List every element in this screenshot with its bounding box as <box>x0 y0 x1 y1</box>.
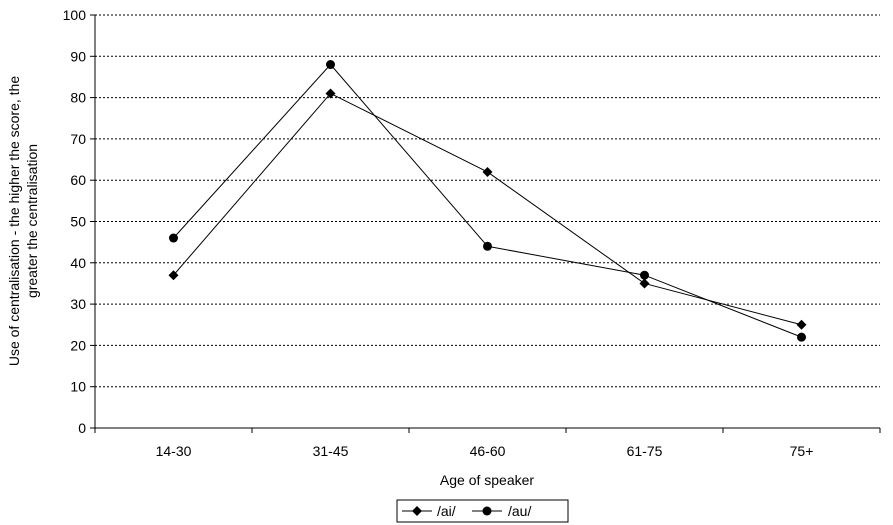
data-point-diamond <box>482 166 493 177</box>
data-point-diamond <box>639 278 650 289</box>
legend-label-ai: /ai/ <box>437 503 456 519</box>
data-point-diamond <box>325 88 336 99</box>
y-tick-label: 20 <box>70 337 86 353</box>
data-point-circle <box>483 241 492 251</box>
legend-item-ai: /ai/ <box>402 503 456 519</box>
y-tick-label: 0 <box>78 420 86 436</box>
series-0 <box>168 88 807 330</box>
data-point-circle <box>797 332 806 342</box>
y-tick-label: 60 <box>70 172 86 188</box>
y-tick-label: 80 <box>70 90 86 106</box>
data-point-diamond <box>168 270 179 281</box>
data-point-circle <box>169 233 178 243</box>
x-tick-label: 31-45 <box>313 443 349 459</box>
y-axis-title-line-1: Use of centralisation - the higher the s… <box>6 76 22 366</box>
y-axis-title: Use of centralisation - the higher the s… <box>6 76 40 366</box>
legend-item-au: /au/ <box>472 503 531 519</box>
data-point-diamond <box>796 319 807 330</box>
y-tick-label: 30 <box>70 296 86 312</box>
x-tick-label: 14-30 <box>156 443 192 459</box>
y-axis-ticks: 0 10 20 30 40 50 60 70 80 90 100 <box>63 7 95 436</box>
series-line <box>173 63 802 338</box>
series-line <box>173 92 802 326</box>
x-axis-ticks: 14-30 31-45 46-60 61-75 75+ <box>94 428 881 459</box>
data-point-circle <box>640 270 649 280</box>
x-axis-title: Age of speaker <box>440 472 535 488</box>
series-1 <box>169 60 806 342</box>
y-tick-label: 70 <box>70 131 86 147</box>
x-tick-label: 61-75 <box>627 443 663 459</box>
y-tick-label: 10 <box>70 379 86 395</box>
gridlines <box>95 14 880 388</box>
y-axis-title-line-2: greater the centralisation <box>24 144 40 298</box>
legend-circle-icon <box>482 506 492 516</box>
y-tick-label: 100 <box>63 7 87 23</box>
legend-label-au: /au/ <box>508 503 531 519</box>
y-tick-label: 50 <box>70 214 86 230</box>
y-tick-label: 90 <box>70 48 86 64</box>
x-tick-label: 46-60 <box>470 443 506 459</box>
data-point-circle <box>326 60 335 70</box>
legend: /ai/ /au/ <box>396 499 569 523</box>
series-group <box>168 60 807 342</box>
legend-diamond-icon <box>412 506 422 516</box>
y-tick-label: 40 <box>70 255 86 271</box>
x-tick-label: 75+ <box>790 443 814 459</box>
